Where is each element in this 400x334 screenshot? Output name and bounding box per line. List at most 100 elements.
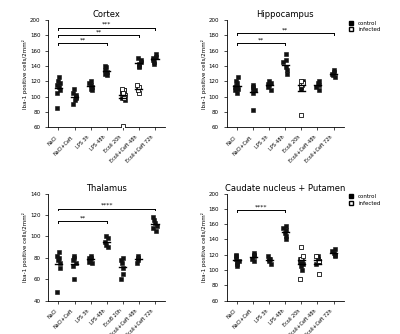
Point	[55, 75, 62, 80]
Point	[282, 233, 289, 238]
Text: ***: ***	[102, 22, 112, 27]
Point	[300, 78, 306, 84]
Point	[250, 90, 256, 96]
Point	[234, 261, 240, 267]
Point	[316, 88, 322, 93]
Point	[150, 214, 156, 220]
Point	[234, 85, 240, 90]
Text: **: **	[258, 37, 264, 42]
Title: Hippocampus: Hippocampus	[256, 10, 314, 19]
Point	[150, 56, 156, 61]
Point	[70, 86, 77, 92]
Point	[71, 255, 77, 261]
Point	[280, 225, 286, 230]
Point	[70, 257, 77, 263]
Point	[70, 90, 76, 96]
Point	[312, 254, 319, 259]
Text: **: **	[80, 215, 86, 220]
Point	[313, 261, 319, 267]
Point	[264, 81, 271, 87]
Point	[104, 69, 110, 75]
Point	[248, 256, 255, 261]
Point	[299, 258, 305, 264]
Point	[73, 94, 80, 99]
Y-axis label: Iba-1 positive cells/2mm²: Iba-1 positive cells/2mm²	[22, 212, 28, 282]
Point	[121, 92, 128, 98]
Point	[88, 255, 94, 261]
Point	[54, 289, 60, 295]
Point	[268, 80, 274, 86]
Point	[283, 52, 289, 57]
Point	[87, 257, 93, 263]
Point	[102, 239, 108, 244]
Title: Thalamus: Thalamus	[86, 184, 127, 193]
Point	[54, 257, 61, 263]
Point	[282, 227, 289, 233]
Point	[268, 261, 274, 267]
Point	[88, 261, 95, 266]
Point	[88, 86, 94, 92]
Point	[332, 254, 339, 259]
Point	[56, 85, 62, 90]
Point	[102, 234, 109, 239]
Point	[315, 80, 321, 86]
Point	[298, 256, 304, 261]
Point	[329, 248, 335, 254]
Point	[134, 261, 140, 266]
Point	[234, 260, 240, 265]
Point	[136, 65, 142, 70]
Text: **: **	[96, 29, 102, 34]
Point	[136, 90, 142, 96]
Point	[135, 88, 142, 93]
Point	[266, 82, 272, 88]
Point	[56, 250, 62, 255]
Point	[234, 264, 240, 269]
Point	[135, 63, 142, 68]
Point	[73, 261, 79, 266]
Point	[298, 85, 304, 90]
Point	[150, 225, 156, 230]
Point	[103, 242, 110, 247]
Point	[57, 266, 63, 271]
Point	[57, 88, 63, 93]
Point	[102, 67, 108, 72]
Point	[121, 88, 127, 93]
Point	[56, 261, 63, 266]
Point	[57, 80, 63, 86]
Point	[297, 260, 304, 265]
Point	[284, 67, 290, 72]
Point	[72, 98, 78, 103]
Point	[250, 252, 257, 258]
Point	[266, 258, 272, 264]
Point	[134, 255, 141, 261]
Point	[105, 236, 111, 241]
Point	[152, 52, 159, 57]
Point	[282, 65, 289, 70]
Point	[121, 96, 127, 101]
Point	[120, 88, 127, 93]
Title: Cortex: Cortex	[93, 10, 121, 19]
Y-axis label: Iba-1 positive cells/2mm²: Iba-1 positive cells/2mm²	[201, 212, 207, 282]
Point	[266, 78, 272, 84]
Point	[283, 237, 290, 242]
Point	[300, 261, 306, 267]
Point	[316, 258, 322, 264]
Point	[250, 108, 257, 113]
Point	[316, 271, 322, 277]
Point	[119, 86, 126, 92]
Point	[316, 82, 322, 88]
Point	[136, 85, 142, 90]
Point	[153, 54, 159, 59]
Point	[282, 230, 288, 236]
Text: ****: ****	[255, 204, 267, 209]
Point	[102, 63, 108, 68]
Point	[300, 254, 306, 259]
Point	[296, 277, 303, 282]
Point	[251, 254, 257, 259]
Point	[119, 91, 125, 96]
Point	[88, 88, 95, 93]
Point	[268, 88, 274, 93]
Point	[87, 78, 94, 84]
Point	[233, 78, 239, 84]
Point	[70, 102, 76, 107]
